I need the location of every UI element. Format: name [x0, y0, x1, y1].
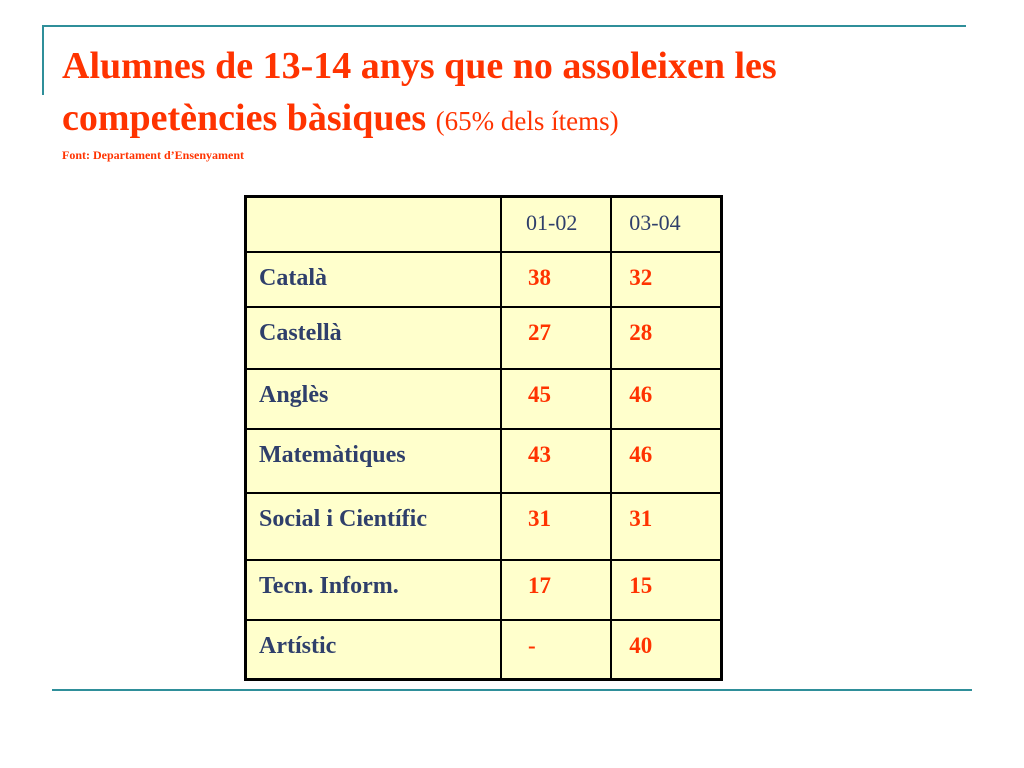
value-cell-01-02: 38: [500, 250, 613, 308]
source-note: Font: Departament d’Ensenyament: [62, 148, 244, 162]
value-cell-01-02: 43: [500, 427, 613, 494]
table-row: Anglès 45 46: [244, 367, 723, 430]
title-subtitle: (65% dels ítems): [435, 106, 619, 136]
value-cell-03-04: 28: [610, 305, 723, 370]
slide-title: Alumnes de 13-14 anys que no assoleixen …: [62, 40, 962, 147]
left-rule: [42, 25, 44, 95]
header-cell-01-02: 01-02: [500, 195, 613, 253]
subject-cell: Matemàtiques: [244, 427, 503, 494]
subject-cell: Artístic: [244, 618, 503, 681]
value-cell-03-04: 46: [610, 367, 723, 430]
table-row: Català 38 32: [244, 250, 723, 308]
title-line-1: Alumnes de 13-14 anys que no assoleixen …: [62, 45, 777, 87]
subject-cell: Tecn. Inform.: [244, 558, 503, 621]
subject-cell: Català: [244, 250, 503, 308]
subject-cell: Anglès: [244, 367, 503, 430]
table-row: Tecn. Inform. 17 15: [244, 558, 723, 621]
table-row: Artístic - 40: [244, 618, 723, 681]
data-table: 01-02 03-04 Català 38 32 Castellà 27 28 …: [244, 195, 723, 681]
top-rule: [42, 25, 966, 27]
title-line-2: competències bàsiques: [62, 97, 427, 139]
value-cell-03-04: 46: [610, 427, 723, 494]
subject-cell: Social i Científic: [244, 491, 503, 561]
value-cell-01-02: -: [500, 618, 613, 681]
value-cell-01-02: 27: [500, 305, 613, 370]
table-row: Matemàtiques 43 46: [244, 427, 723, 494]
table-header-row: 01-02 03-04: [244, 195, 723, 253]
subject-cell: Castellà: [244, 305, 503, 370]
value-cell-01-02: 31: [500, 491, 613, 561]
value-cell-03-04: 40: [610, 618, 723, 681]
header-cell-03-04: 03-04: [610, 195, 723, 253]
table-row: Castellà 27 28: [244, 305, 723, 370]
bottom-rule: [52, 689, 972, 691]
value-cell-01-02: 17: [500, 558, 613, 621]
header-cell-empty: [244, 195, 503, 253]
value-cell-03-04: 31: [610, 491, 723, 561]
value-cell-01-02: 45: [500, 367, 613, 430]
value-cell-03-04: 15: [610, 558, 723, 621]
value-cell-03-04: 32: [610, 250, 723, 308]
table-row: Social i Científic 31 31: [244, 491, 723, 561]
